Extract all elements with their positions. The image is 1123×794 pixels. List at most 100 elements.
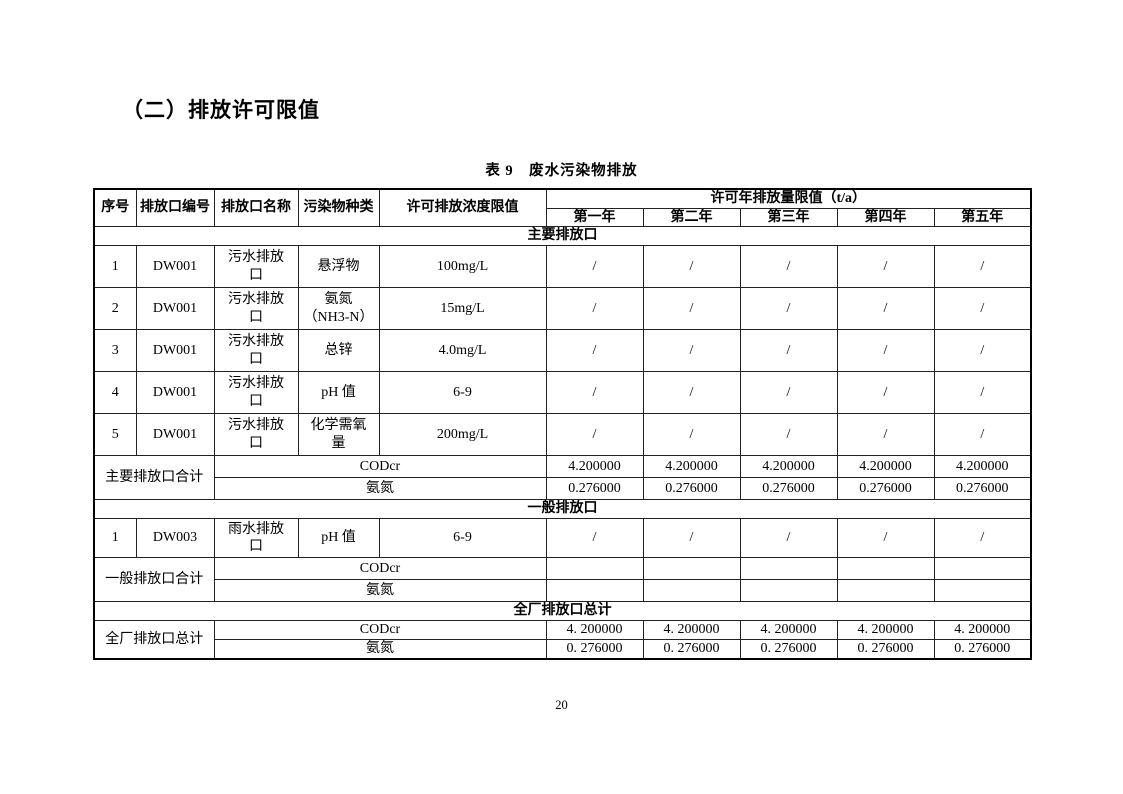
cell-year-2: 4.200000 — [642, 455, 741, 478]
cell-year-1: 4. 200000 — [545, 620, 644, 640]
cell-concentration-limit: 200mg/L — [378, 413, 547, 456]
cell-year-5: 0. 276000 — [933, 639, 1032, 659]
table-row: 1 DW001 污水排放 口 悬浮物 100mg/L / / / / / — [93, 245, 1032, 288]
cell-year-1: 4.200000 — [545, 455, 644, 478]
cell-year-1: / — [545, 371, 644, 414]
cell-outlet-code: DW003 — [135, 518, 215, 558]
cell-year-4: / — [836, 245, 935, 288]
cell-concentration-limit: 6-9 — [378, 371, 547, 414]
table-row: 5 DW001 污水排放 口 化学需氧 量 200mg/L / / / / / — [93, 413, 1032, 456]
cell-year-5: 4. 200000 — [933, 620, 1032, 640]
header-annual-limit-group: 许可年排放量限值（t/a） — [545, 188, 1032, 209]
cell-year-3: 0. 276000 — [739, 639, 838, 659]
cell-param: 氨氮 — [213, 579, 547, 602]
plant-total-row-codcr: 全厂排放口总计 CODcr 4. 200000 4. 200000 4. 200… — [93, 620, 1032, 659]
cell-outlet-code: DW001 — [135, 413, 215, 456]
cell-year-3: 4. 200000 — [739, 620, 838, 640]
cell-outlet-name: 污水排放 口 — [213, 371, 299, 414]
header-seq: 序号 — [93, 188, 137, 227]
cell-concentration-limit: 100mg/L — [378, 245, 547, 288]
cell-param: CODcr — [213, 557, 547, 580]
cell-param: 氨氮 — [213, 477, 547, 500]
cell-year-5: / — [933, 287, 1032, 330]
cell-year-4: 0. 276000 — [836, 639, 935, 659]
cell-outlet-name: 污水排放 口 — [213, 287, 299, 330]
cell-year-4 — [836, 579, 935, 602]
header-year-3: 第三年 — [739, 207, 838, 227]
general-total-label: 一般排放口合计 — [93, 557, 215, 602]
cell-year-1: / — [545, 245, 644, 288]
cell-pollutant: 氨氮 （NH3-N） — [297, 287, 380, 330]
main-total-row-codcr: 主要排放口合计 CODcr 4.200000 4.200000 4.200000… — [93, 455, 1032, 500]
table-row: 1 DW003 雨水排放 口 pH 值 6-9 / / / / / — [93, 518, 1032, 558]
general-total-row-nh3: 氨氮 — [94, 579, 1032, 602]
cell-year-1 — [545, 579, 644, 602]
cell-year-3: 4.200000 — [739, 455, 838, 478]
cell-year-2: 0.276000 — [642, 477, 741, 500]
header-concentration-limit: 许可排放浓度限值 — [378, 188, 547, 227]
cell-year-4 — [836, 557, 935, 580]
plant-total-label: 全厂排放口总计 — [93, 620, 215, 659]
plant-total-row-nh3: 氨氮 0. 276000 0. 276000 0. 276000 0. 2760… — [94, 639, 1032, 659]
table-header-row-2: 第一年 第二年 第三年 第四年 第五年 — [94, 207, 1032, 227]
cell-year-4: / — [836, 287, 935, 330]
section-title-plant-total: 全厂排放口总计 — [93, 601, 1032, 621]
cell-year-4: 0.276000 — [836, 477, 935, 500]
table-row: 2 DW001 污水排放 口 氨氮 （NH3-N） 15mg/L / / / /… — [93, 287, 1032, 330]
table-row: 3 DW001 污水排放 口 总锌 4.0mg/L / / / / / — [93, 329, 1032, 372]
cell-outlet-code: DW001 — [135, 287, 215, 330]
cell-year-3: / — [739, 245, 838, 288]
page-title: （二）排放许可限值 — [122, 98, 320, 122]
cell-year-3: / — [739, 371, 838, 414]
cell-year-5 — [933, 579, 1032, 602]
cell-year-3: 0.276000 — [739, 477, 838, 500]
cell-year-2 — [642, 579, 741, 602]
cell-outlet-name: 污水排放 口 — [213, 413, 299, 456]
cell-seq: 3 — [93, 329, 137, 372]
header-pollutant-type: 污染物种类 — [297, 188, 380, 227]
cell-outlet-name: 污水排放 口 — [213, 329, 299, 372]
cell-year-1: / — [545, 518, 644, 558]
wastewater-emission-table: 序号 排放口编号 排放口名称 污染物种类 许可排放浓度限值 许可年排放量限值（t… — [93, 188, 1033, 660]
cell-year-2: / — [642, 287, 741, 330]
cell-year-5: / — [933, 245, 1032, 288]
cell-pollutant: pH 值 — [297, 371, 380, 414]
cell-pollutant: pH 值 — [297, 518, 380, 558]
cell-year-2: 0. 276000 — [642, 639, 741, 659]
table-header-row-1: 序号 排放口编号 排放口名称 污染物种类 许可排放浓度限值 许可年排放量限值（t… — [93, 188, 1032, 227]
cell-param: 氨氮 — [213, 639, 547, 659]
header-outlet-code: 排放口编号 — [135, 188, 215, 227]
cell-param: CODcr — [213, 620, 547, 640]
cell-year-2: / — [642, 518, 741, 558]
cell-year-5: / — [933, 329, 1032, 372]
cell-outlet-name: 雨水排放 口 — [213, 518, 299, 558]
cell-year-4: / — [836, 329, 935, 372]
page-number: 20 — [555, 698, 568, 712]
cell-year-2: 4. 200000 — [642, 620, 741, 640]
header-year-2: 第二年 — [642, 207, 741, 227]
cell-outlet-code: DW001 — [135, 371, 215, 414]
cell-seq: 5 — [93, 413, 137, 456]
cell-year-2 — [642, 557, 741, 580]
cell-year-4: / — [836, 371, 935, 414]
main-total-label: 主要排放口合计 — [93, 455, 215, 500]
cell-year-1: 0.276000 — [545, 477, 644, 500]
cell-year-5: / — [933, 518, 1032, 558]
cell-year-5: / — [933, 413, 1032, 456]
cell-year-1: / — [545, 413, 644, 456]
cell-outlet-code: DW001 — [135, 245, 215, 288]
cell-year-3 — [739, 557, 838, 580]
cell-seq: 2 — [93, 287, 137, 330]
section-title-main-outlets: 主要排放口 — [93, 226, 1032, 246]
general-total-row-codcr: 一般排放口合计 CODcr — [93, 557, 1032, 602]
header-year-1: 第一年 — [545, 207, 644, 227]
cell-year-3: / — [739, 287, 838, 330]
section-title-general-outlets: 一般排放口 — [93, 499, 1032, 519]
cell-outlet-code: DW001 — [135, 329, 215, 372]
cell-seq: 1 — [93, 245, 137, 288]
cell-year-4: / — [836, 413, 935, 456]
cell-year-1: / — [545, 329, 644, 372]
section-band-plant-total: 全厂排放口总计 — [93, 601, 1032, 621]
section-band-main-outlets: 主要排放口 — [93, 226, 1032, 246]
cell-year-4: / — [836, 518, 935, 558]
